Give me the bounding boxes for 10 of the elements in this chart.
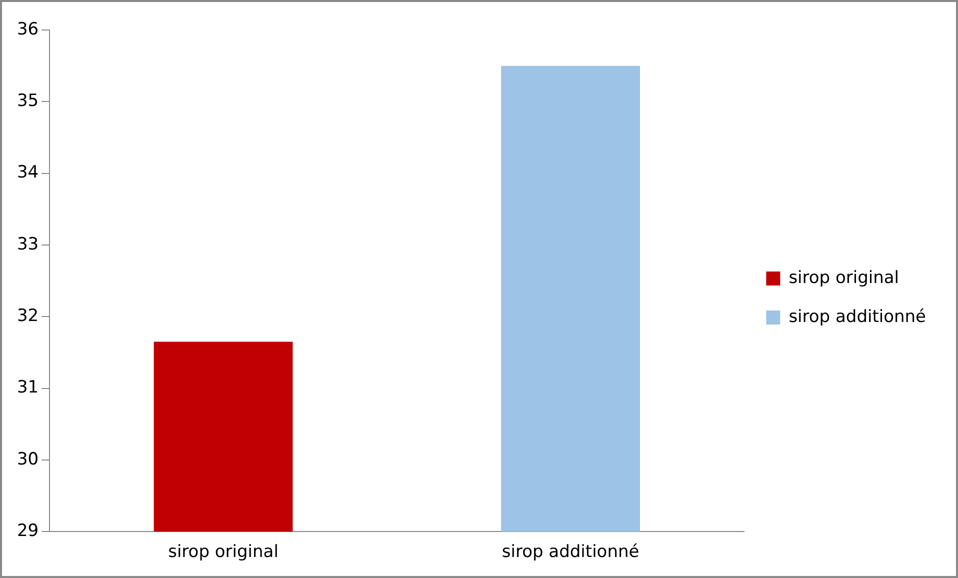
- y-tick-label: 29: [16, 521, 39, 542]
- y-tick-label: 35: [16, 91, 39, 112]
- y-tick-label: 34: [16, 162, 39, 183]
- y-tick-label: 33: [16, 234, 39, 254]
- y-tick-label: 30: [16, 449, 39, 470]
- y-tick-label: 31: [16, 378, 39, 398]
- legend-label: sirop original: [788, 268, 900, 288]
- legend-label: sirop additionné: [788, 306, 926, 327]
- y-tick-label: 36: [16, 19, 39, 40]
- y-tick-label: 32: [16, 306, 39, 326]
